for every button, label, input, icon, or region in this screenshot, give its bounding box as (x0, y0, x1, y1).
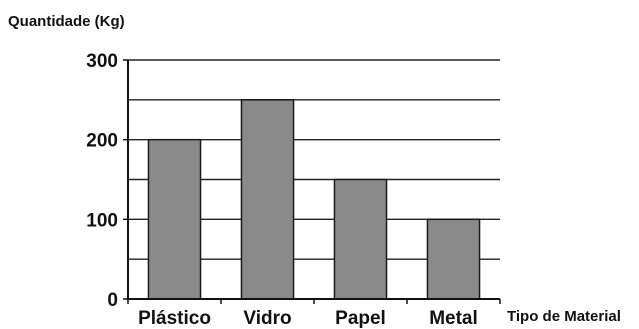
bar-3 (333, 178, 388, 300)
x-tick-labels: Plástico Vidro Papel Metal (138, 308, 478, 329)
bars (147, 99, 481, 300)
y-tick-label: 100 (86, 210, 118, 231)
axes (123, 59, 501, 304)
bar-2 (240, 99, 295, 300)
x-tick-label: Plástico (138, 308, 211, 329)
y-tick-label: 300 (86, 51, 118, 72)
y-axis-label: Quantidade (Kg) (8, 13, 125, 30)
bar-4 (426, 218, 481, 300)
y-tick-label: 200 (86, 131, 118, 152)
x-tick-label: Metal (429, 308, 478, 329)
y-tick-labels: 0 100 200 300 (86, 51, 118, 311)
x-tick-label: Papel (335, 308, 386, 329)
bar-1 (147, 138, 202, 300)
y-tick-label: 0 (107, 290, 118, 311)
x-tick-label: Vidro (243, 308, 291, 329)
x-axis-label: Tipo de Material (507, 308, 621, 325)
